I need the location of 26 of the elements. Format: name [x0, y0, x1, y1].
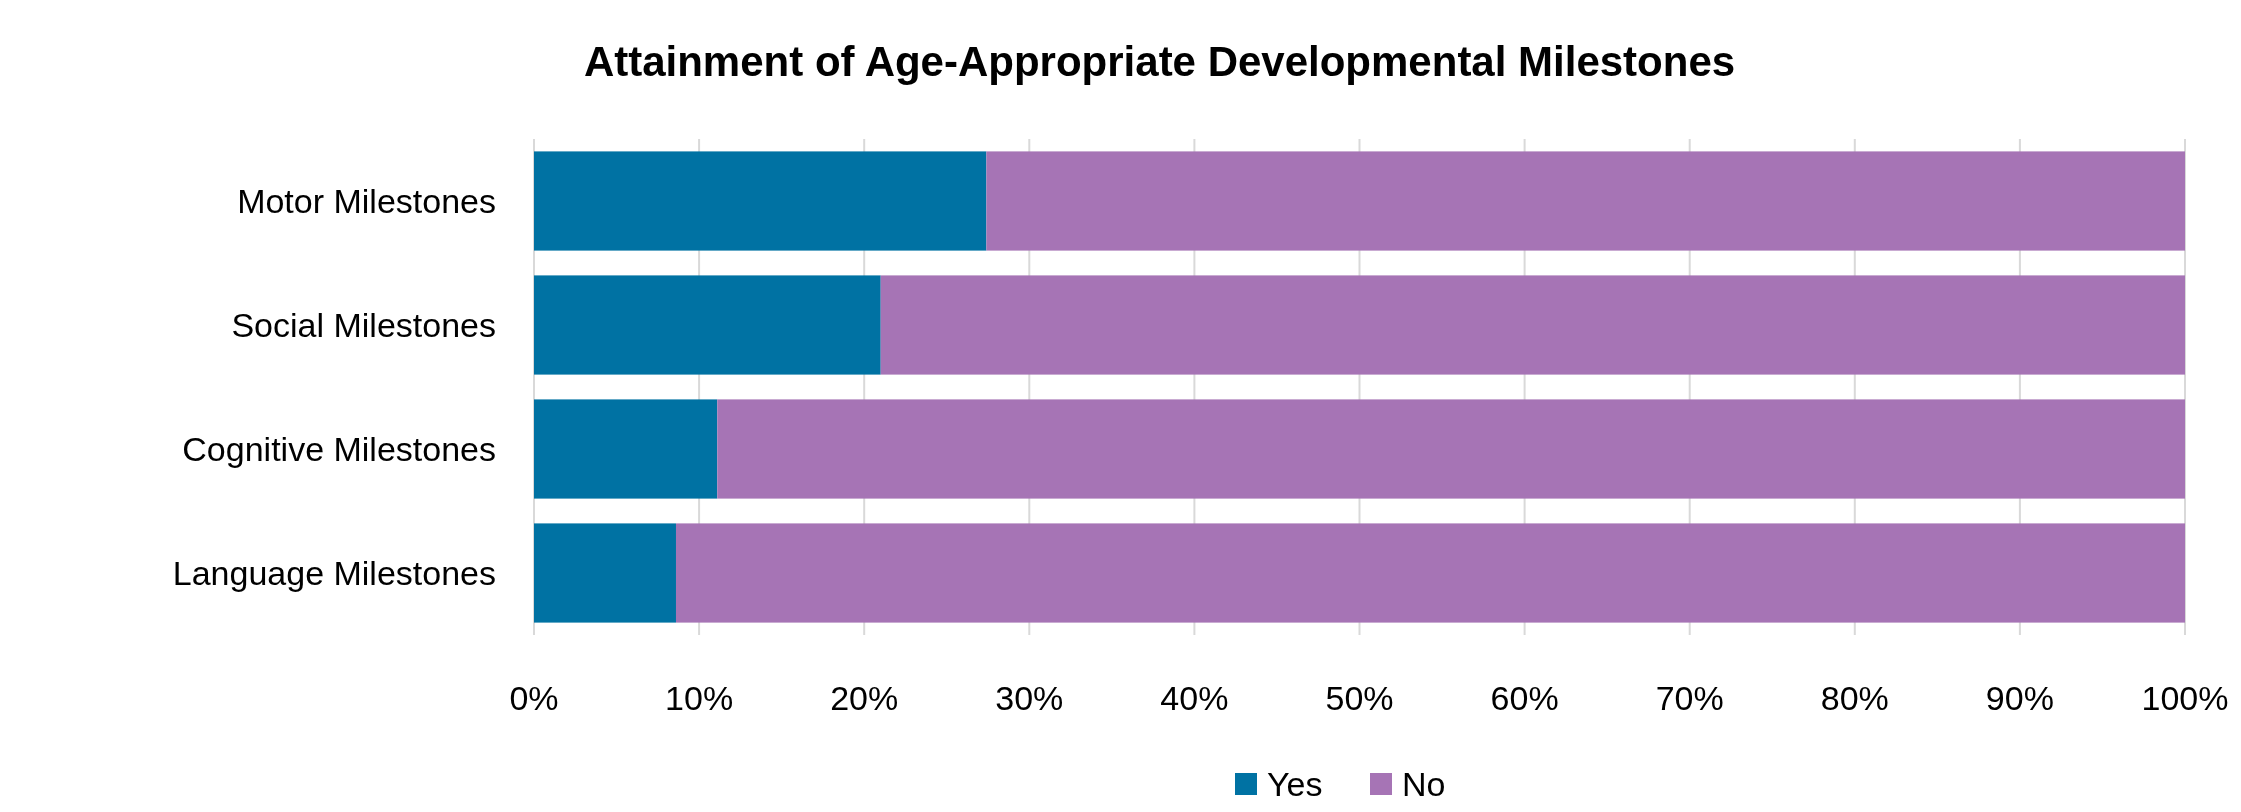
x-tick-label: 0%	[509, 679, 559, 717]
bar	[534, 275, 881, 375]
x-tick-label: 20%	[830, 679, 899, 717]
x-tick-label: 80%	[1820, 679, 1889, 717]
legend-label: Yes	[1267, 764, 1323, 803]
x-tick-label: 90%	[1985, 679, 2054, 717]
x-tick-label: 40%	[1160, 679, 1229, 717]
legend-label: No	[1402, 764, 1446, 803]
x-tick-label: 10%	[665, 679, 734, 717]
bar	[717, 399, 2185, 499]
x-tick-label: 100%	[2141, 679, 2229, 717]
y-tick-label: Language Milestones	[172, 553, 496, 592]
y-tick-label: Motor Milestones	[237, 181, 496, 220]
x-tick-label: 70%	[1655, 679, 1724, 717]
bar	[986, 151, 2185, 251]
y-tick-label: Cognitive Milestones	[182, 429, 496, 468]
bar	[534, 523, 676, 623]
x-tick-label: 60%	[1490, 679, 1559, 717]
bar	[675, 523, 2185, 623]
x-tick-label: 50%	[1325, 679, 1394, 717]
bar	[880, 275, 2185, 375]
bar	[534, 399, 718, 499]
chart-title: Attainment of Age-Appropriate Developmental Milestones	[583, 38, 1736, 85]
y-tick-label: Social Milestones	[231, 305, 496, 344]
x-tick-label: 30%	[995, 679, 1064, 717]
bar	[534, 151, 987, 251]
